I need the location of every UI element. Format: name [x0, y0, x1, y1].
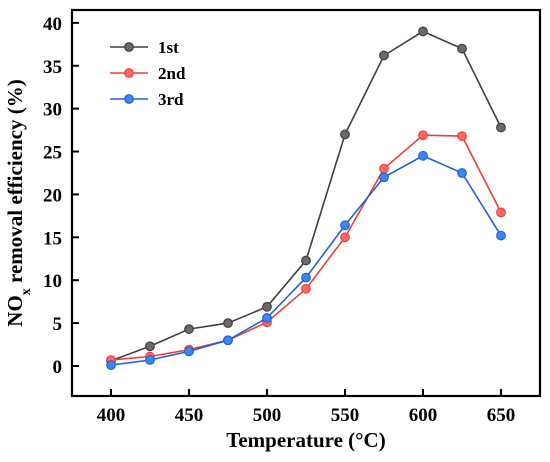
x-tick-label: 550 [331, 405, 360, 426]
y-tick-label: 30 [43, 100, 62, 121]
y-tick-label: 15 [43, 228, 62, 249]
data-point [379, 163, 389, 174]
legend-item-3rd: 3rd [110, 90, 184, 109]
legend-label: 1st [158, 38, 179, 57]
y-axis-title-rest: removal efficiency (%) [3, 79, 27, 288]
ticks [72, 21, 502, 396]
x-tick-label: 400 [97, 405, 126, 426]
y-tick-label: 20 [43, 185, 62, 206]
data-point [301, 255, 311, 266]
legend-marker [124, 42, 134, 52]
y-tick-label: 25 [43, 143, 62, 164]
legend: 1st 2nd 3rd [110, 38, 186, 109]
data-point [457, 131, 467, 141]
legend-item-2nd: 2nd [110, 64, 186, 83]
data-point [457, 168, 467, 178]
data-point [379, 172, 389, 183]
data-point [223, 335, 233, 346]
data-point [496, 230, 506, 241]
x-tick-label: 450 [175, 405, 204, 426]
data-point [457, 43, 467, 54]
y-axis-title: NOx removal efficiency (%) [3, 79, 34, 326]
series-group [106, 26, 506, 371]
data-point [184, 324, 194, 334]
x-axis-title: Temperature (°C) [226, 428, 385, 452]
data-point [340, 220, 350, 231]
data-point [340, 232, 350, 243]
x-tick-label: 600 [409, 405, 438, 426]
data-point [184, 346, 194, 357]
x-tick-label: 650 [487, 405, 516, 426]
series-3rd [106, 150, 506, 371]
y-axis-title-sub: x [19, 288, 34, 295]
data-point [262, 313, 272, 323]
data-point [223, 318, 233, 328]
data-point [496, 122, 506, 133]
tick-labels: 400 450 500 550 600 650 0 5 10 15 20 25 30 35 40 [43, 14, 515, 426]
data-point [340, 129, 350, 140]
data-point [418, 26, 428, 37]
series-line [110, 134, 502, 361]
data-point [418, 150, 428, 161]
y-tick-label: 10 [43, 271, 62, 292]
data-point [106, 360, 116, 371]
data-point [301, 283, 311, 294]
plot-frame [70, 8, 542, 398]
data-point [496, 207, 506, 218]
legend-marker [124, 94, 134, 104]
y-tick-label: 35 [43, 57, 62, 78]
y-tick-label: 40 [43, 14, 62, 35]
data-point [379, 50, 389, 61]
x-tick-label: 500 [253, 405, 282, 426]
data-point [301, 272, 311, 283]
data-point [145, 341, 155, 352]
y-tick-label: 0 [53, 357, 63, 378]
legend-marker [124, 68, 134, 78]
y-axis-title-main: NO [3, 295, 27, 327]
data-point [262, 301, 272, 312]
legend-label: 2nd [158, 64, 186, 83]
data-point [145, 355, 155, 365]
legend-label: 3rd [158, 90, 184, 109]
y-tick-label: 5 [53, 314, 63, 335]
legend-item-1st: 1st [110, 38, 179, 57]
data-point [418, 130, 428, 141]
